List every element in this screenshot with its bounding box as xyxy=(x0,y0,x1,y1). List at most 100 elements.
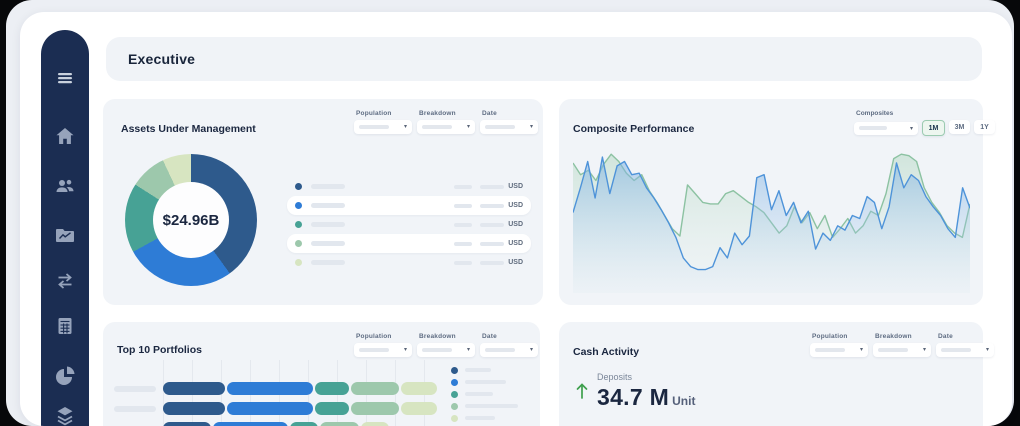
row-label-skeleton xyxy=(114,385,156,392)
stacked-bar-track xyxy=(163,422,443,426)
aum-donut-chart[interactable]: $24.96B xyxy=(125,154,257,286)
filter-dropdown-population[interactable]: ▾ xyxy=(810,343,868,357)
portfolios-legend-item[interactable] xyxy=(451,376,518,388)
legend-name-skeleton xyxy=(311,260,345,265)
bar-segment[interactable] xyxy=(212,422,289,426)
legend-name-skeleton xyxy=(465,380,506,384)
filter-breakdown: Breakdown ▾ xyxy=(417,333,475,357)
legend-dot xyxy=(451,414,458,422)
legend-value-skeleton xyxy=(454,241,473,246)
sidebar xyxy=(41,30,89,426)
home-icon[interactable] xyxy=(53,124,77,148)
range-button-1y[interactable]: 1Y xyxy=(974,120,995,134)
bar-segment[interactable] xyxy=(226,402,314,415)
bar-segment[interactable] xyxy=(400,402,437,415)
portfolios-legend-item[interactable] xyxy=(451,364,518,376)
filter-label: Population xyxy=(812,333,848,340)
aum-legend-row[interactable]: USD xyxy=(287,234,531,253)
filter-label: Population xyxy=(356,333,392,340)
legend-dot xyxy=(451,390,458,398)
filter-date: Date ▾ xyxy=(936,333,994,357)
filter-breakdown: Breakdown ▾ xyxy=(417,110,475,134)
filter-dropdown-population[interactable]: ▾ xyxy=(354,343,412,357)
aum-legend-row[interactable]: USD xyxy=(287,253,531,272)
main-panel: Executive Assets Under Management Popula… xyxy=(20,12,1012,426)
metric-value: 34.7 M xyxy=(597,384,670,410)
legend-value-skeleton xyxy=(454,203,473,208)
bar-segment[interactable] xyxy=(400,382,437,395)
card-title: Cash Activity xyxy=(573,346,640,358)
filter-breakdown: Breakdown ▾ xyxy=(873,333,931,357)
bar-segment[interactable] xyxy=(315,402,349,415)
card-title: Top 10 Portfolios xyxy=(117,344,202,356)
dropdown-placeholder-skeleton xyxy=(485,348,515,352)
card-title: Composite Performance xyxy=(573,123,695,135)
portfolios-stacked-bar-chart xyxy=(103,356,540,426)
donut-center: $24.96B xyxy=(153,182,229,258)
filter-dropdown-date[interactable]: ▾ xyxy=(480,343,538,357)
portfolios-legend-item[interactable] xyxy=(451,412,518,424)
users-icon[interactable] xyxy=(53,174,77,198)
dropdown-placeholder-skeleton xyxy=(941,348,971,352)
filter-dropdown-population[interactable]: ▾ xyxy=(354,120,412,134)
transfers-icon[interactable] xyxy=(53,269,77,293)
composite-controls: Composites ▾ 1M 3M 1Y xyxy=(854,110,995,136)
portfolios-legend-item[interactable] xyxy=(451,400,518,412)
legend-currency-label: USD xyxy=(508,183,523,190)
portfolio-bar-row xyxy=(103,402,540,415)
row-label-skeleton xyxy=(114,405,156,412)
portfolios-legend-item[interactable] xyxy=(451,388,518,400)
bar-segment[interactable] xyxy=(290,422,319,426)
card-cash-activity: Cash Activity Population ▾ Breakdown ▾ Date ▾… xyxy=(559,322,994,426)
aum-legend-row[interactable]: USD xyxy=(287,177,531,196)
dropdown-placeholder-skeleton xyxy=(359,125,389,129)
stacked-bar-track xyxy=(163,402,443,415)
bar-segment[interactable] xyxy=(226,382,314,395)
dropdown-placeholder-skeleton xyxy=(359,348,389,352)
legend-dot xyxy=(295,221,302,228)
range-button-3m[interactable]: 3M xyxy=(949,120,970,134)
bar-segment[interactable] xyxy=(350,402,399,415)
bar-segment[interactable] xyxy=(350,382,399,395)
filter-dropdown-breakdown[interactable]: ▾ xyxy=(417,343,475,357)
chevron-down-icon: ▾ xyxy=(466,124,470,130)
portfolios-icon[interactable] xyxy=(53,223,77,247)
bar-segment[interactable] xyxy=(163,382,225,395)
chevron-down-icon: ▾ xyxy=(529,347,533,353)
aum-legend-row[interactable]: USD xyxy=(287,196,531,215)
filter-population: Population ▾ xyxy=(810,333,868,357)
legend-currency-label: USD xyxy=(508,202,523,209)
arrow-up-icon xyxy=(575,382,589,411)
filter-dropdown-date[interactable]: ▾ xyxy=(936,343,994,357)
bar-segment[interactable] xyxy=(163,422,211,426)
donut-center-value: $24.96B xyxy=(162,211,220,229)
legend-name-skeleton xyxy=(465,368,491,372)
composites-dropdown[interactable]: ▾ xyxy=(854,121,918,135)
allocation-pie-icon[interactable] xyxy=(53,364,77,388)
legend-value-skeleton xyxy=(480,184,505,189)
card-assets-under-management: Assets Under Management Population ▾ Break… xyxy=(103,99,543,305)
legend-name-skeleton xyxy=(465,404,518,408)
menu-icon[interactable] xyxy=(53,66,77,90)
bar-segment[interactable] xyxy=(315,382,349,395)
bar-segment[interactable] xyxy=(361,422,390,426)
filter-dropdown-breakdown[interactable]: ▾ xyxy=(417,120,475,134)
calculator-icon[interactable] xyxy=(53,314,77,338)
legend-value-skeleton xyxy=(480,203,505,208)
portfolios-legend xyxy=(451,364,518,424)
card-composite-performance: Composite Performance Composites ▾ 1M 3M 1… xyxy=(559,99,995,305)
bar-segment[interactable] xyxy=(320,422,360,426)
filter-dropdown-date[interactable]: ▾ xyxy=(480,120,538,134)
card-top-10-portfolios: Top 10 Portfolios Population ▾ Breakdown ▾ D… xyxy=(103,322,540,426)
filter-dropdown-breakdown[interactable]: ▾ xyxy=(873,343,931,357)
filter-population: Population ▾ xyxy=(354,333,412,357)
filter-label: Date xyxy=(482,333,497,340)
bar-segment[interactable] xyxy=(163,402,225,415)
composites-dropdown-label: Composites xyxy=(856,110,894,117)
range-button-1m[interactable]: 1M xyxy=(922,120,945,136)
aum-legend-row[interactable]: USD xyxy=(287,215,531,234)
holdings-layers-icon[interactable] xyxy=(53,403,77,426)
dropdown-placeholder-skeleton xyxy=(422,125,452,129)
filter-population: Population ▾ xyxy=(354,110,412,134)
deposits-metric: Deposits 34.7 M Unit xyxy=(575,372,695,411)
